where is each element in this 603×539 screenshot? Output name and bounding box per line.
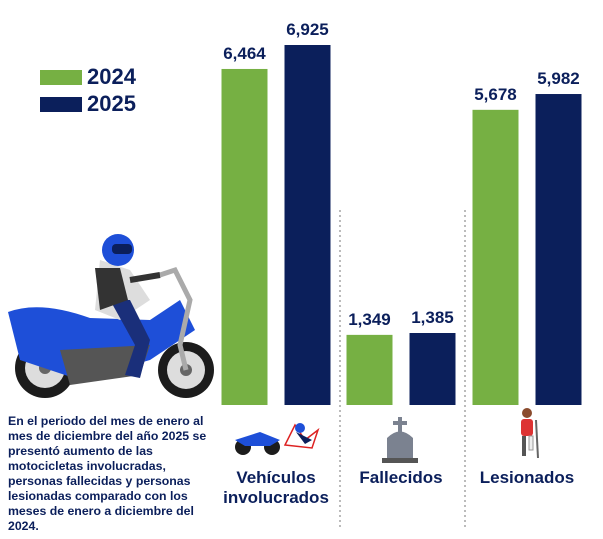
legend-swatch (40, 97, 82, 112)
legend-swatch (40, 70, 82, 85)
bar (284, 45, 331, 405)
legend-label: 2024 (87, 64, 136, 89)
value-label: 5,982 (537, 69, 580, 89)
crash-icon (235, 423, 320, 455)
bar (409, 333, 456, 405)
motorcycle-illustration (8, 234, 214, 398)
value-label: 5,678 (474, 84, 517, 104)
category-label: Fallecidos (359, 468, 443, 487)
bar (472, 109, 519, 406)
category-label: Lesionados (479, 468, 575, 487)
value-label: 1,385 (411, 308, 454, 327)
tombstone-icon (382, 417, 418, 463)
category-label: Vehículos involucrados (223, 468, 329, 507)
injured-person-icon (521, 408, 539, 459)
value-label: 1,349 (348, 309, 391, 329)
bar (346, 334, 393, 405)
bar (221, 68, 268, 406)
legend-label: 2025 (87, 91, 136, 116)
value-label: 6,925 (286, 20, 329, 39)
value-label: 6,464 (223, 43, 266, 63)
annotation: En el periodo del mes de enero al mes de… (8, 414, 207, 533)
bar (535, 94, 582, 405)
